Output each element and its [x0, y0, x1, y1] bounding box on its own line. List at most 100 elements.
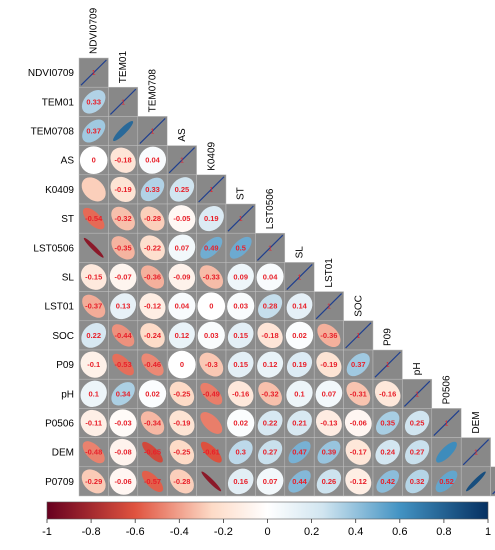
- correlation-value-label: 0.28: [263, 302, 278, 311]
- diagonal-value-label: 1: [151, 129, 155, 136]
- row-label: TEM0708: [31, 127, 75, 138]
- correlation-ellipse: [227, 409, 255, 437]
- row-label: AS: [61, 156, 75, 167]
- correlation-value-label: 0.5: [235, 243, 245, 252]
- correlation-ellipse: [169, 439, 195, 465]
- correlation-ellipse: [317, 440, 341, 464]
- correlation-ellipse: [140, 235, 165, 261]
- colorbar: [46, 501, 489, 520]
- colorbar-tick-label: -1: [42, 526, 52, 538]
- correlation-ellipse: [109, 263, 137, 291]
- diagonal-value-label: 1: [180, 158, 184, 165]
- correlation-ellipse: [257, 322, 283, 349]
- diagonal-value-label: 1: [239, 216, 243, 223]
- row-label: ST: [61, 214, 74, 225]
- correlation-ellipse: [140, 265, 165, 289]
- correlation-value-label: -0.11: [85, 419, 102, 428]
- correlation-ellipse: [317, 323, 341, 348]
- correlation-value-label: 0.32: [410, 477, 425, 486]
- correlation-value-label: 0.15: [233, 360, 248, 369]
- correlation-value-label: 0.33: [145, 185, 160, 194]
- colorbar-tick-label: 0.6: [392, 526, 407, 538]
- correlation-value-label: 0: [180, 360, 184, 369]
- colorbar-tick-label: -0.8: [82, 526, 101, 538]
- correlation-ellipse: [374, 381, 401, 407]
- correlation-ellipse: [288, 441, 311, 464]
- correlation-ellipse: [199, 265, 224, 289]
- correlation-ellipse: [257, 351, 284, 378]
- correlation-ellipse: [80, 264, 107, 290]
- correlation-ellipse: [227, 351, 254, 378]
- correlation-value-label: 0.1: [294, 389, 304, 398]
- correlation-value-label: 0.02: [292, 331, 307, 340]
- correlation-value-label: -0.53: [115, 360, 132, 369]
- correlation-ellipse: [199, 352, 224, 377]
- correlation-ellipse: [227, 263, 254, 291]
- correlation-ellipse: [141, 353, 164, 376]
- correlation-value-label: -0.16: [232, 389, 249, 398]
- correlation-ellipse: [168, 205, 196, 233]
- correlation-ellipse: [198, 206, 224, 232]
- correlation-value-label: 0.34: [116, 389, 131, 398]
- diagonal-line: [433, 409, 460, 437]
- column-label: SOC: [353, 295, 364, 317]
- correlation-ellipse: [109, 438, 137, 466]
- correlation-value-label: -0.34: [144, 419, 162, 428]
- correlation-ellipse: [111, 324, 135, 347]
- correlation-value-label: 0.25: [410, 419, 425, 428]
- correlation-ellipse: [228, 440, 253, 465]
- diagonal-line: [403, 380, 431, 407]
- row-label: LST01: [45, 302, 75, 313]
- correlation-value-label: -0.19: [115, 185, 132, 194]
- correlation-value-label: -0.18: [262, 331, 279, 340]
- colorbar-tick-label: -0.4: [170, 526, 189, 538]
- correlation-value-label: -0.29: [85, 477, 102, 486]
- correlation-ellipse: [138, 146, 167, 174]
- correlation-value-label: 0.26: [322, 477, 337, 486]
- correlation-value-label: -0.32: [262, 389, 279, 398]
- row-label: P0506: [45, 419, 74, 430]
- correlation-ellipse: [169, 381, 195, 407]
- correlation-ellipse: [201, 471, 222, 492]
- correlation-ellipse: [112, 353, 134, 376]
- column-label: AS: [177, 128, 188, 142]
- correlation-ellipse: [286, 293, 313, 320]
- correlation-ellipse: [140, 323, 165, 348]
- correlation-value-label: 0.27: [263, 448, 278, 457]
- correlation-value-label: 0.24: [380, 448, 395, 457]
- diagonal-line: [345, 322, 372, 349]
- row-label: LST0506: [33, 243, 74, 254]
- correlation-value-label: 0.02: [233, 419, 248, 428]
- correlation-ellipse: [168, 350, 196, 379]
- correlation-value-label: 0.12: [263, 360, 278, 369]
- column-label: LST01: [324, 258, 335, 288]
- diagonal-value-label: 1: [268, 245, 272, 252]
- correlation-ellipse: [345, 439, 371, 465]
- correlation-ellipse: [286, 380, 313, 407]
- correlation-value-label: 0.16: [233, 477, 248, 486]
- correlation-value-label: -0.44: [115, 331, 133, 340]
- correlation-value-label: -0.18: [115, 156, 132, 165]
- diagonal-value-label: 1: [474, 450, 478, 457]
- correlation-value-label: 0.1: [88, 389, 98, 398]
- correlation-ellipse: [168, 292, 196, 320]
- correlation-value-label: 0.19: [204, 214, 219, 223]
- correlation-value-label: -0.32: [115, 214, 132, 223]
- correlation-value-label: 0.25: [175, 185, 190, 194]
- correlation-ellipse: [82, 294, 106, 318]
- correlation-value-label: 0.22: [86, 331, 101, 340]
- column-label: ST: [236, 187, 247, 200]
- row-label: K0409: [45, 185, 74, 196]
- colorbar-tick-label: 0.4: [348, 526, 363, 538]
- column-label: pH: [412, 362, 423, 375]
- row-label: TEM01: [42, 97, 75, 108]
- correlation-ellipse: [227, 381, 254, 407]
- diagonal-line: [227, 205, 254, 232]
- diagonal-line: [139, 117, 166, 145]
- correlation-ellipse: [140, 411, 165, 435]
- correlation-ellipse: [200, 382, 223, 405]
- colorbar-tick-label: 1: [485, 526, 491, 538]
- correlation-ellipse: [81, 177, 106, 202]
- correlation-value-label: 0.02: [145, 389, 160, 398]
